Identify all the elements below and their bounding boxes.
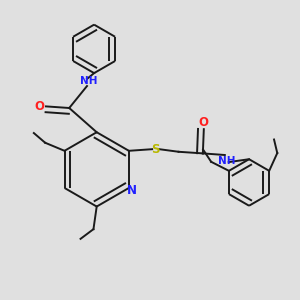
Text: NH: NH xyxy=(80,76,98,86)
Text: NH: NH xyxy=(218,156,235,166)
Text: O: O xyxy=(34,100,44,113)
Text: O: O xyxy=(199,116,209,129)
Text: N: N xyxy=(127,184,136,197)
Text: S: S xyxy=(151,143,160,156)
